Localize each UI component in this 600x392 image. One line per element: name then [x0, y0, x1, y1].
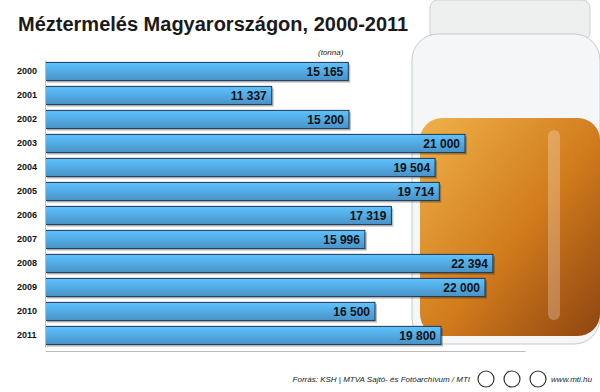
- tick: 2007: [17, 234, 45, 244]
- tick-label: 2008: [17, 258, 37, 268]
- tick: 2002: [17, 114, 45, 124]
- tick: 2005: [17, 186, 45, 196]
- chart: Méztermelés Magyarországon, 2000-2011 (to…: [0, 0, 600, 392]
- tick-label: 2004: [17, 162, 37, 172]
- tick-label: 2009: [17, 282, 37, 292]
- tick: 2008: [17, 258, 45, 268]
- data-label: 19 504: [393, 161, 430, 175]
- bars: [45, 62, 495, 346]
- logo: [478, 371, 494, 387]
- logo: [530, 371, 546, 387]
- source: Forrás: KSH | MTVA Sajtó- és Fotóarchívu…: [293, 375, 471, 384]
- data-label: 19 800: [399, 329, 436, 343]
- tick-label: 2001: [17, 90, 37, 100]
- bar: [45, 278, 485, 296]
- data-label: 15 200: [307, 113, 344, 127]
- data-labels: 15 165 11 337 15 200 21 000 19 504 19 714 17 3…: [231, 65, 489, 343]
- y-axis: 2000 2001 2002 2003 2004 2005 2006 2007 2008 2009…: [17, 61, 46, 348]
- tick-label: 2006: [17, 210, 37, 220]
- title: Méztermelés Magyarországon, 2000-2011: [18, 13, 408, 35]
- data-label: 21 000: [423, 137, 460, 151]
- website: www.mti.hu: [551, 375, 592, 384]
- data-label: 16 500: [333, 305, 370, 319]
- bar: [45, 326, 441, 344]
- data-label: 17 319: [350, 209, 387, 223]
- tick-label: 2007: [17, 234, 37, 244]
- y-axis-line: [45, 61, 46, 348]
- footer: Forrás: KSH | MTVA Sajtó- és Fotóarchívu…: [293, 371, 593, 387]
- bar: [45, 206, 391, 224]
- data-label: 15 165: [307, 65, 344, 79]
- jar-shine: [548, 130, 560, 320]
- logo: [504, 371, 520, 387]
- x-axis: [46, 351, 526, 352]
- x-axis-line: [46, 351, 526, 352]
- jar-honey: [420, 118, 600, 336]
- bar: [45, 134, 465, 152]
- tick-label: 2011: [17, 330, 37, 340]
- tick: 2000: [17, 66, 45, 76]
- bar: [45, 254, 493, 272]
- tick-label: 2003: [17, 138, 37, 148]
- data-label: 11 337: [231, 89, 267, 103]
- data-label: 19 714: [398, 185, 435, 199]
- tick: 2009: [17, 282, 45, 292]
- tick-label: 2002: [17, 114, 37, 124]
- data-label: 15 996: [323, 233, 360, 247]
- data-label: 22 000: [443, 281, 480, 295]
- tick: 2003: [17, 138, 45, 148]
- tick: 2004: [17, 162, 45, 172]
- tick-label: 2000: [17, 66, 37, 76]
- tick: 2006: [17, 210, 45, 220]
- tick-label: 2010: [17, 306, 37, 316]
- subtitle: (tonna): [318, 48, 344, 57]
- bar: [45, 110, 349, 128]
- data-label: 22 394: [451, 257, 488, 271]
- tick: 2011: [17, 330, 45, 340]
- bar: [45, 302, 375, 320]
- bar: [45, 182, 439, 200]
- tick-label: 2005: [17, 186, 37, 196]
- bar: [45, 62, 348, 80]
- bar: [45, 158, 435, 176]
- bar: [45, 230, 365, 248]
- bar: [45, 86, 272, 104]
- tick: 2010: [17, 306, 45, 316]
- tick: 2001: [17, 90, 45, 100]
